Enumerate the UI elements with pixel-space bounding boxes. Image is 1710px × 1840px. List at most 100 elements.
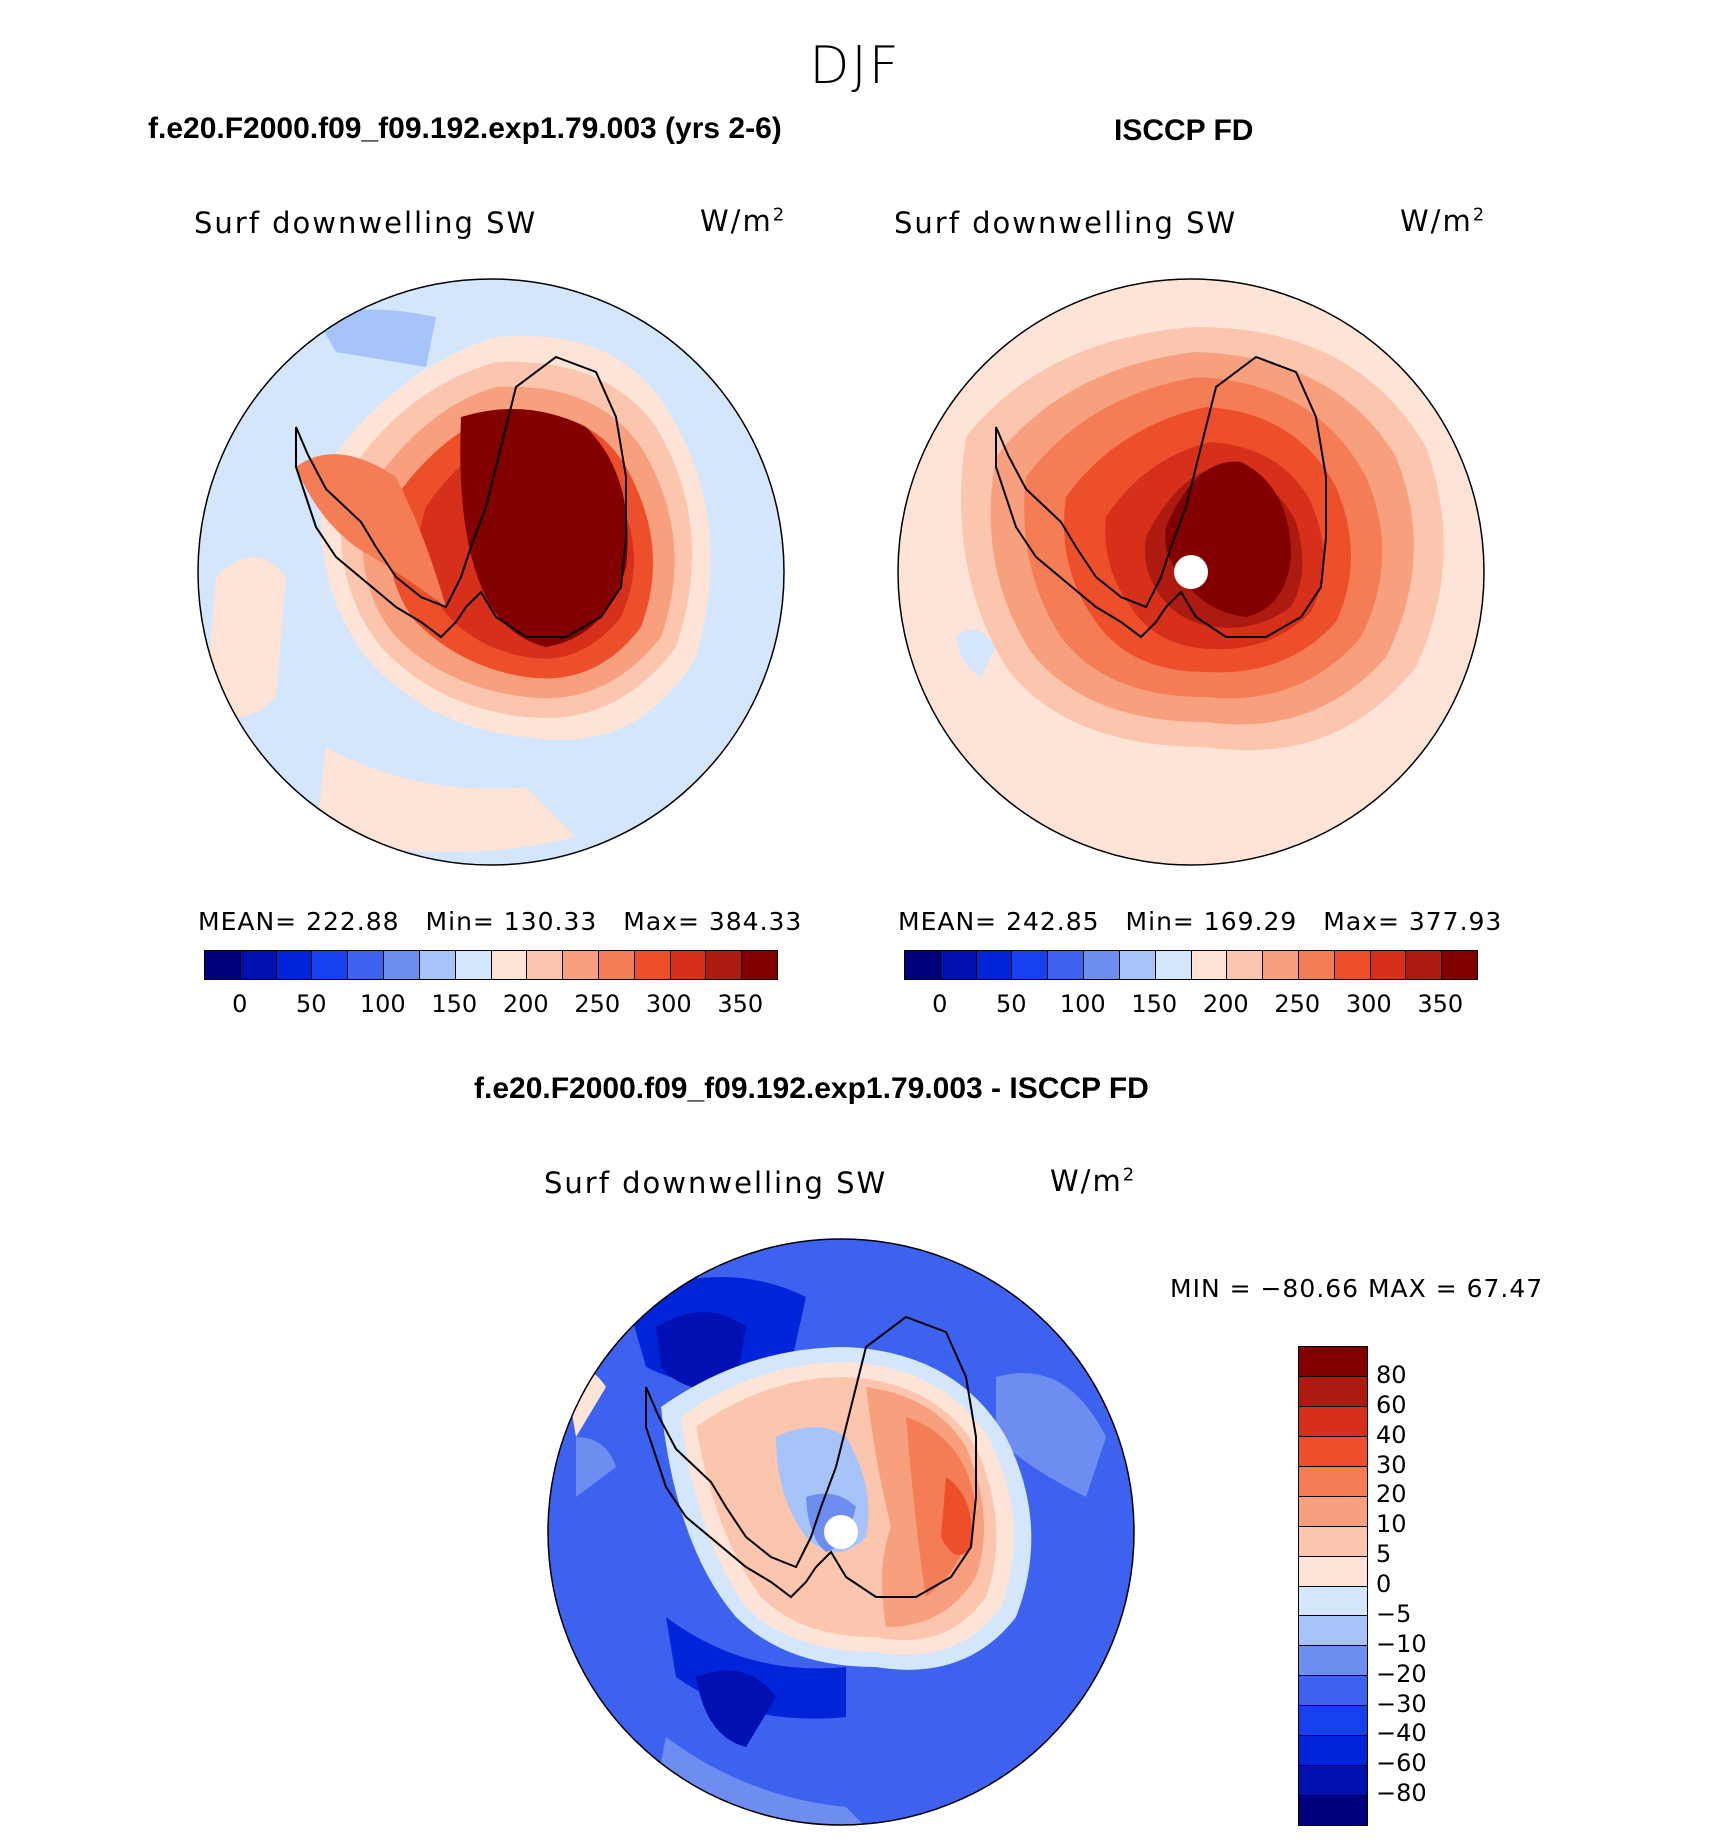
colorbar-tick-label: 0	[232, 990, 248, 1018]
colorbar-swatch	[1406, 951, 1443, 979]
obs-colorbar	[904, 950, 1478, 980]
obs-mean: MEAN= 242.85	[898, 907, 1100, 936]
obs-antarctica-coastline	[995, 355, 1327, 639]
obs-stats: MEAN= 242.85 Min= 169.29 Max= 377.93	[898, 907, 1528, 936]
colorbar-tick-label: 150	[431, 990, 478, 1018]
colorbar-swatch	[205, 951, 241, 979]
colorbar-swatch	[419, 951, 456, 979]
colorbar-swatch	[1048, 951, 1085, 979]
colorbar-swatch	[1299, 1496, 1367, 1527]
colorbar-tick-label: 350	[717, 990, 764, 1018]
obs-colorbar-ticks: 0 50 100 150 200 250 300 350	[904, 988, 1476, 1018]
colorbar-swatch	[1299, 1406, 1367, 1437]
colorbar-tick-label: 300	[645, 990, 692, 1018]
obs-polar-map	[897, 278, 1485, 866]
colorbar-swatch	[1155, 951, 1192, 979]
colorbar-tick-label: 50	[995, 990, 1027, 1018]
colorbar-swatch	[598, 951, 635, 979]
colorbar-swatch	[634, 951, 671, 979]
colorbar-tick-label: 20	[1376, 1480, 1407, 1509]
colorbar-swatch	[1334, 951, 1371, 979]
colorbar-swatch	[1298, 951, 1335, 979]
colorbar-swatch	[706, 951, 743, 979]
colorbar-swatch	[1227, 951, 1264, 979]
colorbar-tick-label: 300	[1345, 990, 1392, 1018]
model-stats: MEAN= 222.88 Min= 130.33 Max= 384.33	[198, 907, 828, 936]
colorbar-swatch	[670, 951, 707, 979]
model-field-blob	[296, 454, 446, 607]
model-map-border	[197, 278, 785, 866]
model-colorbar	[204, 950, 778, 980]
diff-colorbar-ticks: 80 60 40 30 20 10 5 0 −5 −10 −20 −30 −40 −60 −80	[1376, 1346, 1456, 1824]
model-case-title: f.e20.F2000.f09_f09.192.exp1.79.003 (yrs…	[148, 112, 782, 145]
colorbar-swatch	[1299, 1736, 1367, 1767]
colorbar-tick-label: 350	[1417, 990, 1464, 1018]
obs-map-border	[897, 278, 1485, 866]
model-units-label: W/m2	[700, 204, 787, 238]
colorbar-swatch	[742, 951, 777, 979]
colorbar-swatch	[312, 951, 349, 979]
model-variable-label: Surf downwelling SW	[194, 206, 538, 240]
diff-case-title: f.e20.F2000.f09_f09.192.exp1.79.003 - IS…	[474, 1072, 1149, 1105]
colorbar-tick-label: 80	[1376, 1360, 1407, 1389]
colorbar-swatch	[1299, 1676, 1367, 1707]
model-polar-map	[197, 278, 785, 866]
colorbar-swatch	[1299, 1436, 1367, 1467]
obs-min: Min= 169.29	[1125, 907, 1298, 936]
obs-variable-label: Surf downwelling SW	[894, 206, 1238, 240]
colorbar-swatch	[1370, 951, 1407, 979]
colorbar-tick-label: 60	[1376, 1390, 1407, 1419]
colorbar-swatch	[276, 951, 313, 979]
model-min: Min= 130.33	[425, 907, 598, 936]
colorbar-swatch	[527, 951, 564, 979]
model-colorbar-ticks: 0 50 100 150 200 250 300 350	[204, 988, 776, 1018]
model-mean: MEAN= 222.88	[198, 907, 400, 936]
obs-pole-hole	[1174, 555, 1208, 589]
diff-field-blob	[996, 1373, 1106, 1497]
colorbar-swatch	[1299, 1526, 1367, 1557]
colorbar-tick-label: 40	[1376, 1420, 1407, 1449]
colorbar-tick-label: 0	[1376, 1570, 1392, 1598]
diff-polar-map	[547, 1238, 1135, 1826]
colorbar-swatch	[1299, 1376, 1367, 1407]
colorbar-tick-label: −20	[1376, 1659, 1427, 1688]
colorbar-swatch	[1084, 951, 1120, 979]
diff-variable-label: Surf downwelling SW	[544, 1166, 888, 1200]
diff-antarctica-coastline	[645, 1315, 977, 1599]
colorbar-swatch	[240, 951, 277, 979]
colorbar-tick-label: 200	[1202, 990, 1249, 1018]
colorbar-swatch	[976, 951, 1013, 979]
colorbar-tick-label: 100	[1059, 990, 1106, 1018]
obs-field-blob	[956, 629, 996, 677]
colorbar-swatch	[905, 951, 941, 979]
colorbar-swatch	[1299, 1586, 1367, 1617]
diff-units-label: W/m2	[1050, 1164, 1137, 1198]
colorbar-tick-label: 250	[1274, 990, 1321, 1018]
colorbar-swatch	[1299, 1466, 1367, 1497]
colorbar-swatch	[1263, 951, 1299, 979]
diff-field-blob	[576, 1437, 616, 1497]
colorbar-tick-label: 250	[574, 990, 621, 1018]
colorbar-swatch	[384, 951, 420, 979]
colorbar-swatch	[563, 951, 599, 979]
colorbar-swatch	[1299, 1706, 1367, 1737]
diff-field-blob	[656, 1312, 746, 1390]
colorbar-swatch	[1299, 1646, 1367, 1677]
colorbar-swatch	[491, 951, 528, 979]
colorbar-swatch	[348, 951, 385, 979]
colorbar-tick-label: 200	[502, 990, 549, 1018]
model-field-blob	[206, 557, 286, 717]
model-field-blob	[316, 309, 436, 367]
colorbar-swatch	[1191, 951, 1228, 979]
diff-field-blob	[696, 1670, 776, 1747]
colorbar-swatch	[1299, 1616, 1367, 1647]
colorbar-tick-label: −60	[1376, 1749, 1427, 1778]
colorbar-swatch	[940, 951, 977, 979]
colorbar-tick-label: −30	[1376, 1689, 1427, 1718]
colorbar-swatch	[1012, 951, 1049, 979]
diff-pole-hole	[824, 1515, 858, 1549]
colorbar-tick-label: 30	[1376, 1450, 1407, 1479]
diff-colorbar	[1298, 1346, 1368, 1826]
diff-field-blob	[941, 1477, 972, 1555]
model-field-blob	[316, 747, 576, 852]
